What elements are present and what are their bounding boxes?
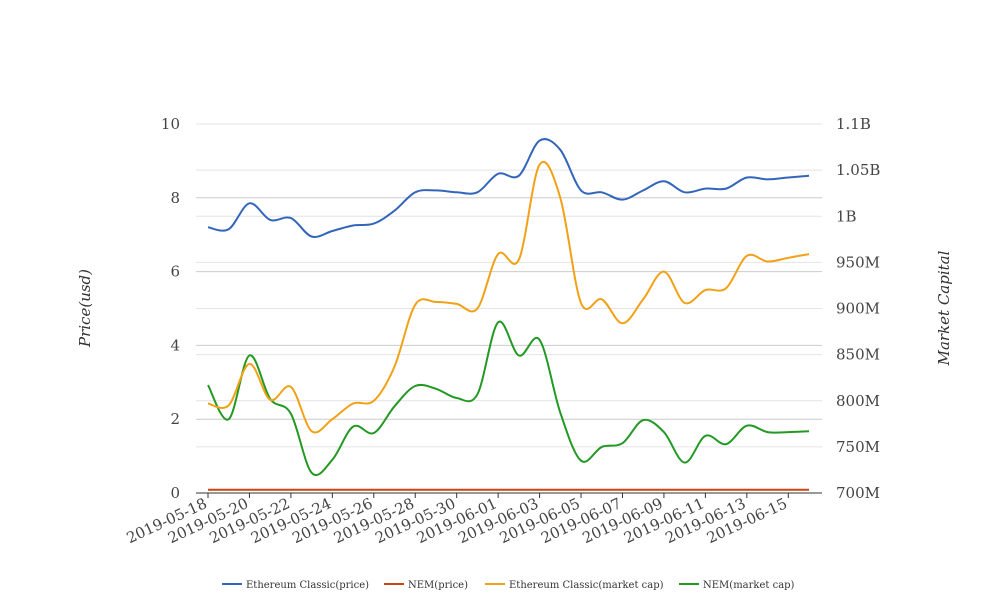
y-left-tick-label: 8 xyxy=(170,189,180,207)
y-left-tick-label: 10 xyxy=(161,115,180,133)
y-left-axis-title: Price(usd) xyxy=(76,269,94,348)
series-lines xyxy=(207,138,810,491)
left-axis-ticks: 0 2 4 6 8 10 xyxy=(161,115,180,502)
y-right-tick-label: 900M xyxy=(836,300,880,318)
legend-label-nem-market-cap: NEM(market cap) xyxy=(703,580,795,591)
y-right-tick-label: 750M xyxy=(836,438,880,456)
y-left-tick-label: 0 xyxy=(170,484,180,502)
y-right-axis-title: Market Capital xyxy=(935,250,953,366)
y-right-tick-label: 950M xyxy=(836,253,880,271)
y-left-tick-label: 6 xyxy=(170,263,180,281)
series-line-ethereum-classic-price xyxy=(207,138,810,238)
y-left-tick-label: 2 xyxy=(170,410,180,428)
y-right-tick-label: 1.1B xyxy=(836,115,871,133)
y-right-tick-label: 1B xyxy=(836,207,857,225)
y-right-tick-label: 850M xyxy=(836,346,880,364)
legend-label-ethereum-classic-price: Ethereum Classic(price) xyxy=(246,580,369,591)
y-left-tick-label: 4 xyxy=(170,336,180,354)
y-right-tick-label: 700M xyxy=(836,484,880,502)
legend-label-nem-price: NEM(price) xyxy=(408,580,468,591)
y-right-tick-label: 800M xyxy=(836,392,880,410)
y-right-tick-label: 1.05B xyxy=(836,161,880,179)
series-line-nem-market-cap xyxy=(207,320,810,477)
series-line-ethereum-classic-market-cap xyxy=(207,161,810,434)
right-axis-ticks: 700M 750M 800M 850M 900M 950M 1B 1.05B 1.1B xyxy=(836,115,880,502)
grid-lines xyxy=(196,123,822,448)
x-axis-ticks: 2019-05-182019-05-202019-05-222019-05-24… xyxy=(124,493,790,547)
legend-label-ethereum-classic-market-cap: Ethereum Classic(market cap) xyxy=(509,580,664,591)
legend: Ethereum Classic(price) NEM(price) Ethereu… xyxy=(222,580,795,591)
